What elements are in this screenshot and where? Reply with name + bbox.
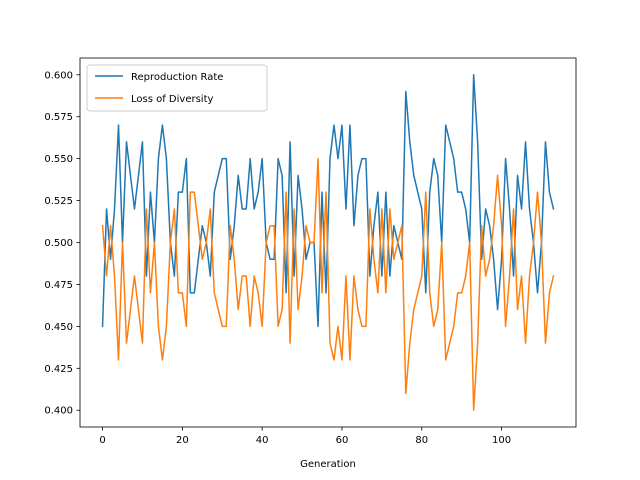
legend: Reproduction Rate Loss of Diversity: [86, 64, 268, 112]
y-tick-label: 0.550: [44, 154, 73, 165]
x-tick-label: 20: [176, 435, 189, 446]
series-line-reproduction-rate: [101, 74, 555, 328]
y-tick-label: 0.400: [44, 406, 73, 417]
legend-box: [86, 64, 268, 112]
x-axis: 0 20 40 60 80 100: [99, 427, 511, 446]
y-tick-label: 0.525: [44, 196, 73, 207]
x-tick-label: 0: [99, 435, 105, 446]
x-axis-label: Generation: [300, 459, 356, 470]
y-tick-label: 0.475: [44, 280, 73, 291]
x-tick-label: 40: [256, 435, 269, 446]
legend-label-reproduction-rate: Reproduction Rate: [131, 72, 223, 83]
y-tick-label: 0.500: [44, 238, 73, 249]
x-tick-label: 60: [336, 435, 349, 446]
y-tick-label: 0.450: [44, 322, 73, 333]
y-tick-label: 0.575: [44, 112, 73, 123]
y-axis: 0.400 0.425 0.450 0.475 0.500 0.525 0.550 0.575…: [44, 70, 80, 417]
y-tick-label: 0.425: [44, 364, 73, 375]
x-tick-label: 100: [492, 435, 511, 446]
y-tick-label: 0.600: [44, 70, 73, 81]
series-layer: [101, 74, 555, 411]
x-tick-label: 80: [415, 435, 428, 446]
legend-label-loss-of-diversity: Loss of Diversity: [131, 94, 213, 105]
series-line-loss-of-diversity: [101, 157, 555, 411]
plot-frame: [79, 57, 577, 428]
